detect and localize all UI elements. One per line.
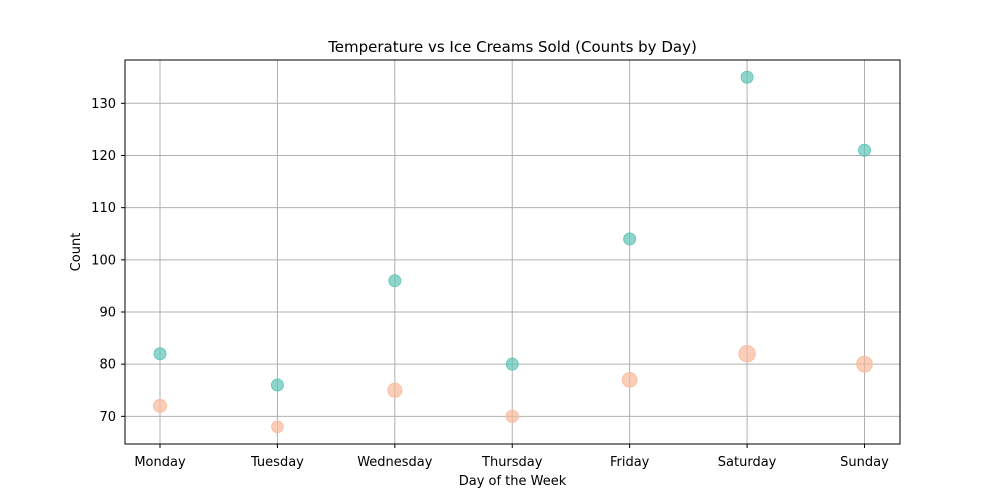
x-tick-label: Friday (610, 455, 650, 470)
x-tick-label: Thursday (481, 455, 543, 470)
x-tick-label: Wednesday (357, 455, 433, 470)
x-tick-label: Saturday (718, 455, 777, 470)
y-tick-label: 90 (99, 306, 116, 321)
temperature-point (271, 420, 284, 434)
ticks-layer: Monday Tuesday Wednesday Thursday Friday Satu… (91, 97, 889, 470)
ice_creams-point (623, 232, 637, 246)
y-tick-label: 80 (99, 358, 116, 373)
y-tick-label: 130 (91, 97, 116, 112)
temperature-point (738, 345, 756, 363)
ice_creams-point (858, 143, 871, 157)
x-tick-label: Tuesday (250, 455, 304, 470)
temperature-point (153, 398, 167, 413)
temperature-point (387, 382, 403, 398)
temperature-point (505, 409, 519, 423)
grid-layer (125, 60, 900, 444)
ice_creams-point (270, 378, 284, 392)
temperature-point (621, 371, 638, 388)
ice_creams-point (388, 274, 402, 288)
ice_creams-point (505, 357, 519, 371)
y-tick-label: 110 (91, 201, 116, 216)
y-tick-label: 100 (91, 253, 116, 268)
x-axis-label: Day of the Week (459, 474, 567, 489)
x-tick-label: Monday (134, 455, 186, 470)
x-tick-label: Sunday (840, 455, 889, 470)
y-axis-label: Count (69, 233, 84, 272)
temperature-point (856, 355, 873, 373)
y-tick-label: 120 (91, 149, 116, 164)
ice_creams-point (153, 347, 167, 361)
chart-title: Temperature vs Ice Creams Sold (Counts b… (327, 38, 697, 56)
ice_creams-point (740, 70, 754, 84)
y-tick-label: 70 (99, 410, 116, 425)
points-layer (153, 70, 873, 434)
